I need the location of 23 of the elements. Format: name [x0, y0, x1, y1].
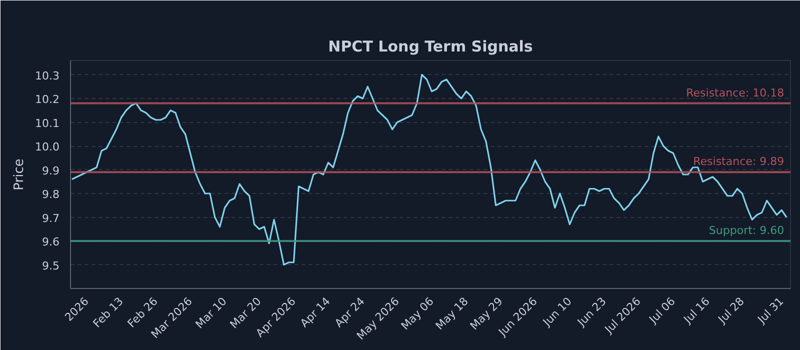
- ref-line-label: Resistance: 10.18: [686, 86, 784, 100]
- y-tick-label: 10.3: [35, 69, 60, 82]
- y-axis-title: Price: [12, 158, 28, 190]
- y-tick-label: 9.9: [42, 164, 60, 178]
- x-tick-label: Jul 31: [754, 294, 786, 327]
- y-tick-label: 9.5: [42, 259, 60, 272]
- ref-line-label: Support: 9.60: [708, 224, 784, 237]
- x-tick-label: Jul 16: [680, 294, 712, 327]
- y-tick-label: 10.2: [35, 93, 60, 106]
- y-tick-label: 9.8: [42, 188, 60, 201]
- ref-line-label: Resistance: 9.89: [693, 155, 784, 168]
- x-tick-label: Mar 10: [193, 294, 230, 332]
- x-tick-label: Jul 06: [646, 294, 678, 327]
- y-tick-label: 9.6: [42, 236, 60, 248]
- y-tick-label: 10.0: [35, 140, 60, 154]
- y-tick-label: 10.1: [35, 116, 60, 130]
- x-tick-label: Apr 14: [298, 294, 333, 330]
- chart-title: NPCT Long Term Signals: [328, 38, 533, 56]
- x-tick-label: Feb 13: [90, 294, 126, 330]
- x-tick-label: Jun 10: [540, 294, 574, 330]
- line-series: [71, 74, 788, 266]
- y-tick-label: 9.7: [42, 212, 60, 225]
- x-tick-label: Jul 28: [715, 294, 747, 327]
